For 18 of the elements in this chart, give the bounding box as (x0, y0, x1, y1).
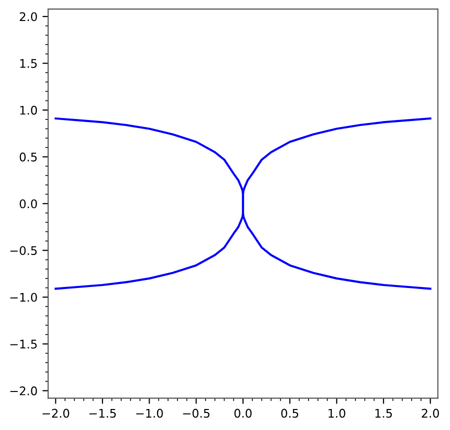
x-tick-label: −1.5 (89, 408, 116, 418)
x-tick-label: −0.5 (183, 408, 210, 418)
y-tick-label: 0.0 (20, 199, 37, 208)
x-tick-label: −2.0 (42, 408, 70, 418)
x-tick-label: 1.0 (328, 408, 346, 418)
y-tick-label: −2.0 (10, 386, 37, 396)
y-tick-label: 1.0 (20, 106, 37, 115)
y-tick-label: −1.0 (10, 292, 37, 302)
x-tick-label: 2.0 (422, 408, 439, 418)
y-tick-label: 2.0 (20, 12, 37, 22)
x-tick-label: 1.5 (375, 408, 392, 418)
y-tick-label: 1.5 (20, 59, 37, 68)
x-tick-label: 0.0 (234, 408, 252, 418)
y-tick-label: −1.5 (10, 340, 37, 349)
y-tick-label: 0.5 (20, 152, 37, 162)
x-tick-label: 0.5 (281, 408, 298, 418)
y-tick-label: −0.5 (10, 246, 37, 256)
x-tick-label: −1.0 (136, 408, 163, 418)
